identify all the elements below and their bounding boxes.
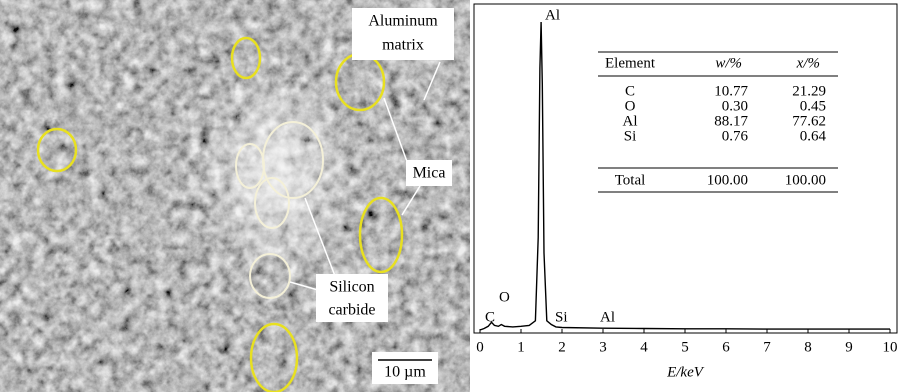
table-cell: 0.45 xyxy=(800,98,826,114)
table-cell: Total xyxy=(615,172,646,188)
x-tick-label: 8 xyxy=(804,339,812,355)
table-header: Element xyxy=(605,55,656,71)
table-cell: 88.17 xyxy=(714,113,748,129)
label: Mica xyxy=(413,165,446,182)
bright-region xyxy=(195,65,355,285)
table-cell: Al xyxy=(623,113,638,129)
label: Aluminum xyxy=(368,13,438,30)
scale-label: 10 µm xyxy=(384,364,426,381)
table-cell: 100.00 xyxy=(707,172,748,188)
peak-label: Al xyxy=(545,7,560,23)
x-tick-label: 9 xyxy=(845,339,853,355)
x-tick-label: 3 xyxy=(599,339,607,355)
table-cell: 0.30 xyxy=(722,98,748,114)
x-tick-label: 1 xyxy=(517,339,525,355)
spectrum-line xyxy=(480,22,890,330)
x-tick-label: 2 xyxy=(558,339,566,355)
table-cell: 10.77 xyxy=(714,83,748,99)
x-tick-label: 5 xyxy=(681,339,689,355)
peak-label: Al xyxy=(600,309,615,325)
figure: Aluminum matrix Mica Silicon carbide 10 … xyxy=(0,0,898,392)
table-cell: 100.00 xyxy=(785,172,826,188)
peak-label: O xyxy=(499,289,510,305)
table-cell: 21.29 xyxy=(792,83,826,99)
table-cell: 77.62 xyxy=(792,113,826,129)
x-tick-label: 4 xyxy=(640,339,648,355)
x-tick-label: 0 xyxy=(476,339,484,355)
x-tick-label: 10 xyxy=(883,339,898,355)
x-axis-label: E/keV xyxy=(666,364,705,380)
peak-label: C xyxy=(485,309,495,325)
table-cell: C xyxy=(625,83,635,99)
table-cell: 0.76 xyxy=(722,128,749,144)
label: matrix xyxy=(382,37,424,54)
table-cell: O xyxy=(625,98,636,114)
label: Silicon xyxy=(329,279,374,296)
table-cell: Si xyxy=(624,128,637,144)
label: carbide xyxy=(328,302,375,319)
x-tick-label: 7 xyxy=(763,339,771,355)
peak-label: Si xyxy=(555,309,568,325)
x-tick-label: 6 xyxy=(722,339,730,355)
page: {"micrograph":{"aluminum_matrix":["Alumi… xyxy=(0,0,898,392)
table-header: x/% xyxy=(796,55,820,71)
table-cell: 0.64 xyxy=(800,128,827,144)
micrograph: Aluminum matrix Mica Silicon carbide 10 … xyxy=(0,0,470,392)
table-header: w/% xyxy=(715,55,742,71)
